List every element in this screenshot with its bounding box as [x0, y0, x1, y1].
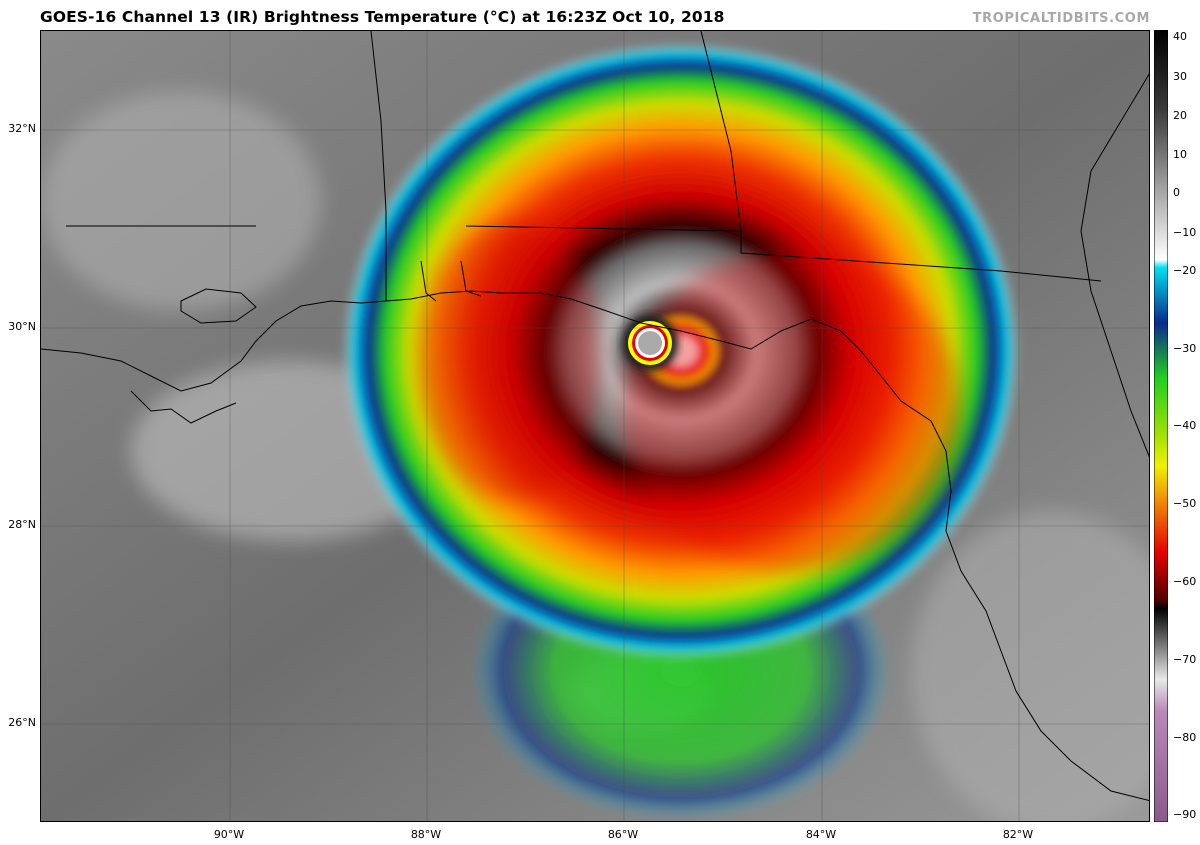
colorbar-tick-40: 40	[1173, 30, 1187, 43]
satellite-map[interactable]	[40, 30, 1150, 822]
lon-label-82w: 82°W	[1002, 828, 1034, 841]
colorbar-tick-20: 20	[1173, 109, 1187, 122]
colorbar-tick-minus60: −60	[1173, 575, 1197, 588]
colorbar-tick-minus90: −90	[1173, 808, 1197, 821]
lat-label-32n: 32°N	[8, 122, 36, 135]
colorbar-tick-0: 0	[1173, 186, 1180, 199]
colorbar-tick-minus70: −70	[1173, 653, 1197, 666]
lat-label-30n: 30°N	[8, 320, 36, 333]
colorbar	[1154, 30, 1168, 822]
colorbar-tick-minus80: −80	[1173, 731, 1197, 744]
colorbar-tick-minus10: −10	[1173, 226, 1197, 239]
map-title: GOES-16 Channel 13 (IR) Brightness Tempe…	[40, 8, 725, 26]
lat-label-26n: 26°N	[8, 716, 36, 729]
colorbar-tick-30: 30	[1173, 70, 1187, 83]
lon-label-90w: 90°W	[213, 828, 245, 841]
lat-label-28n: 28°N	[8, 518, 36, 531]
lon-label-84w: 84°W	[805, 828, 837, 841]
lon-label-88w: 88°W	[410, 828, 442, 841]
colorbar-tick-minus40: −40	[1173, 419, 1197, 432]
colorbar-tick-minus20: −20	[1173, 264, 1197, 277]
credit-label: TROPICALTIDBITS.COM	[972, 11, 1150, 26]
ir-image	[41, 31, 1149, 821]
colorbar-tick-minus30: −30	[1173, 342, 1197, 355]
colorbar-tick-minus50: −50	[1173, 497, 1197, 510]
colorbar-tick-10: 10	[1173, 148, 1187, 161]
lon-label-86w: 86°W	[607, 828, 639, 841]
